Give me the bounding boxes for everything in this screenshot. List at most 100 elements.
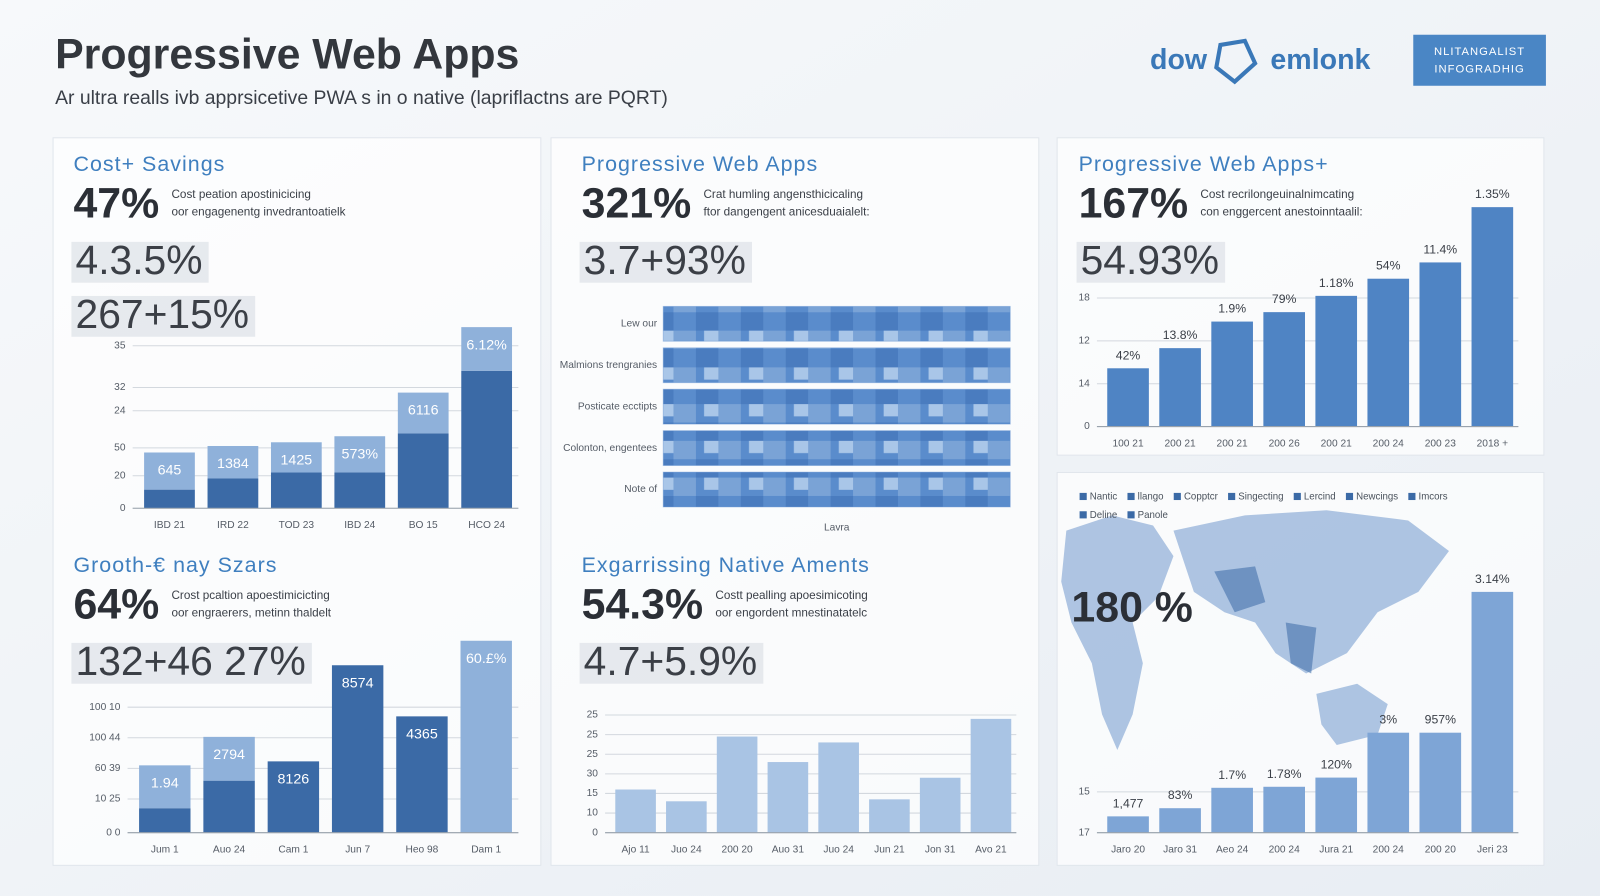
logo-text: dow xyxy=(1150,44,1208,76)
description: Costt pealling apoesimicoting xyxy=(715,589,867,602)
x-tick-label: 200 26 xyxy=(1269,439,1300,450)
legend-label: Panole xyxy=(1138,510,1168,521)
legend-label: Singecting xyxy=(1238,492,1283,503)
panel-title: Progressive Web Apps xyxy=(582,152,819,176)
x-tick-label: IBD 24 xyxy=(344,520,375,531)
y-tick-label: 25 xyxy=(587,749,599,760)
description: Crost pcaltion apoestimicicting xyxy=(171,589,329,602)
bar-label: 83% xyxy=(1168,788,1193,802)
bar-segment xyxy=(203,736,255,781)
x-tick-label: Cam 1 xyxy=(278,845,308,856)
chart: 0 0 10 25 60 39 100 44 100 10 Jum 1 1.94 Auo 24… xyxy=(89,640,519,856)
bar-segment xyxy=(270,442,322,473)
x-tick-label: Jaro 20 xyxy=(1111,845,1145,856)
x-tick-label: TOD 23 xyxy=(279,520,315,531)
bar xyxy=(662,388,1011,425)
bar-segment xyxy=(1263,786,1305,833)
bar-segment xyxy=(1107,368,1149,427)
bar-segment xyxy=(397,392,449,434)
x-tick-label: Jun 7 xyxy=(345,845,370,856)
legend-swatch xyxy=(1345,492,1354,501)
x-tick-label: 2018 + xyxy=(1477,439,1508,450)
x-tick-label: Jun 21 xyxy=(874,845,905,856)
stat-value: 54.93% xyxy=(1081,237,1219,283)
description: ftor dangengent anicesduaialelt: xyxy=(703,205,869,218)
bar-segment xyxy=(1471,591,1514,833)
bar-label: 120% xyxy=(1321,758,1352,772)
bar-label: 13.8% xyxy=(1163,328,1198,342)
y-tick-label: 12 xyxy=(1078,336,1090,347)
bar-label: 6116 xyxy=(408,403,439,419)
panel-title: Grooth-€ nay Szars xyxy=(73,553,277,577)
big-number: 167% xyxy=(1079,179,1189,227)
x-tick-label: Auo 24 xyxy=(213,845,246,856)
description: oor engagenentg invedrantoatielk xyxy=(171,205,345,218)
bar-label: 4365 xyxy=(406,727,438,743)
stat: 54.93% xyxy=(1076,237,1226,283)
stat-box xyxy=(1076,241,1226,283)
bar-label: 645 xyxy=(158,463,182,479)
y-tick-label: 17 xyxy=(1078,827,1090,838)
x-tick-label: Juo 24 xyxy=(671,845,702,856)
bar-label: 3% xyxy=(1379,713,1397,727)
bar-label: 6.12% xyxy=(466,337,507,353)
bar-label: 79% xyxy=(1272,292,1297,306)
x-tick-label: 200 24 xyxy=(1373,845,1404,856)
bar-label: 60.£% xyxy=(466,651,507,667)
x-tick-label: BO 15 xyxy=(409,520,438,531)
bar-label: 1.9% xyxy=(1218,302,1246,316)
bar-segment xyxy=(1159,348,1201,427)
y-tick-label: 0 xyxy=(1084,421,1090,432)
stat: 4.7+5.9% xyxy=(579,638,764,684)
x-tick-label: Aeo 24 xyxy=(1216,845,1249,856)
legend-swatch xyxy=(1079,511,1087,519)
bar-label: 8574 xyxy=(342,675,374,691)
y-tick-label: 24 xyxy=(114,405,126,416)
bar-segment xyxy=(203,780,255,833)
row-label: Lew our xyxy=(621,319,658,330)
bar-label: 1384 xyxy=(217,456,249,472)
x-tick-label: Jon 31 xyxy=(925,845,956,856)
y-tick-label: 10 xyxy=(587,808,599,819)
stat-value: 4.7+5.9% xyxy=(584,638,758,684)
bar-segment xyxy=(1419,732,1462,833)
description: Cost peation apostinicicing xyxy=(171,188,310,201)
bar-segment xyxy=(1211,321,1253,427)
description: oor engordent mnestinatatelc xyxy=(715,606,867,619)
badge xyxy=(1413,34,1546,86)
description: Cost recrilongeuinalnimcating xyxy=(1200,188,1354,201)
stat-value: 267+15% xyxy=(76,291,250,337)
y-tick-label: 30 xyxy=(587,769,599,780)
x-tick-label: Auo 31 xyxy=(772,845,805,856)
x-tick-label: Dam 1 xyxy=(471,845,501,856)
x-tick-label: Jaro 31 xyxy=(1163,845,1197,856)
y-tick-label: 100 44 xyxy=(89,732,120,743)
bar-segment xyxy=(615,789,656,833)
badge-text: NLITANGALIST xyxy=(1434,46,1525,58)
legend-label: Lercind xyxy=(1304,492,1336,503)
description: oor engraerers, metinn thaldelt xyxy=(171,606,331,619)
bar xyxy=(662,305,1011,342)
bar-segment xyxy=(139,765,191,809)
row-label: Note of xyxy=(624,484,657,495)
x-tick-label: Jum 1 xyxy=(151,845,179,856)
stat-value: 3.7+93% xyxy=(584,237,746,283)
y-tick-label: 35 xyxy=(114,340,126,351)
y-tick-label: 50 xyxy=(114,443,126,454)
legend-label: Nantic xyxy=(1090,492,1118,503)
x-tick-label: IRD 22 xyxy=(217,520,249,531)
x-tick-label: 100 21 xyxy=(1112,439,1143,450)
x-tick-label: 200 21 xyxy=(1217,439,1248,450)
x-tick-label: Avo 21 xyxy=(975,845,1007,856)
legend-swatch xyxy=(1408,492,1416,501)
bar-segment xyxy=(1367,278,1410,427)
badge-text: INFOGRADHIG xyxy=(1434,63,1524,75)
stat-value: 132+46 27% xyxy=(76,638,306,684)
logo-text: emlonk xyxy=(1270,44,1370,76)
stat: 3.7+93% xyxy=(579,237,752,283)
y-tick-label: 0 xyxy=(120,503,126,514)
bar-label: 1,477 xyxy=(1113,796,1144,810)
stat: 4.3.5% xyxy=(71,237,209,283)
bar-segment xyxy=(919,777,961,833)
